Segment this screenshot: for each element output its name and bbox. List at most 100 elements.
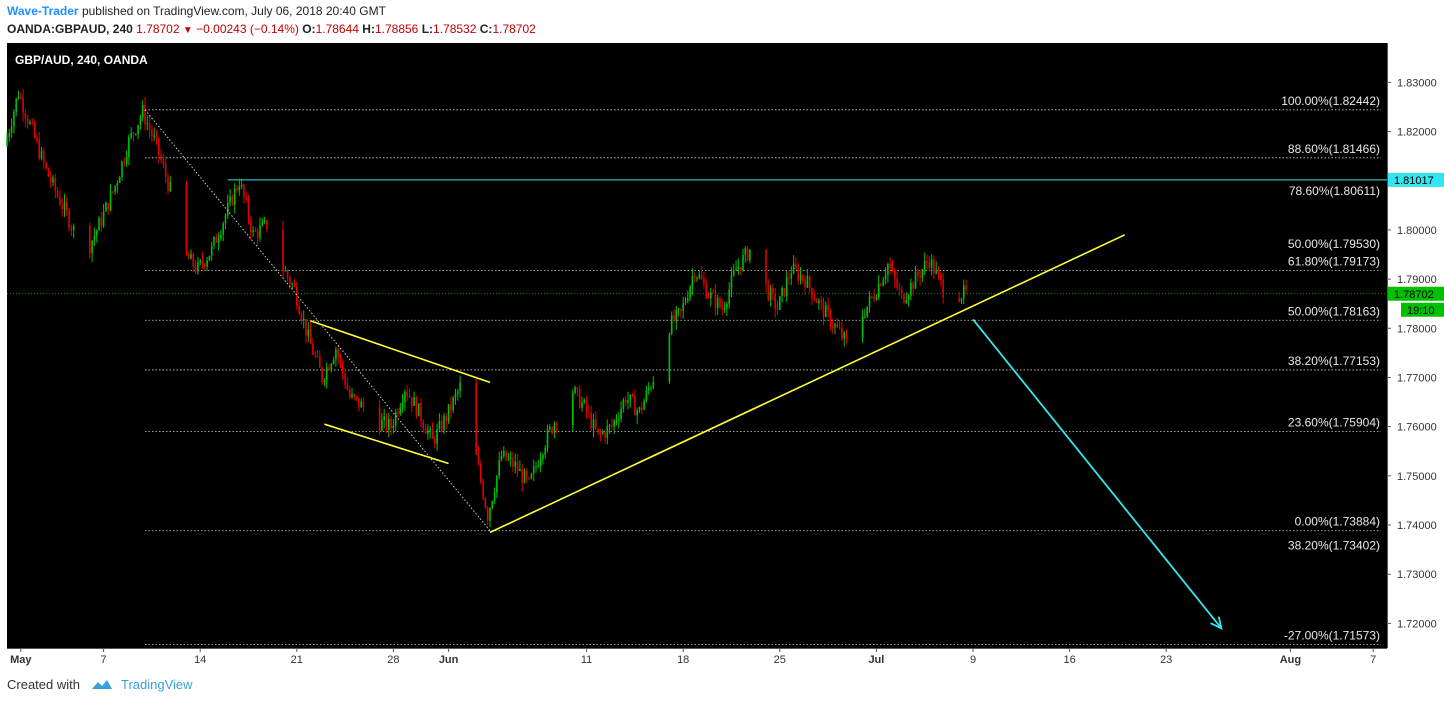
candle-body: [298, 305, 300, 314]
plot-background: [7, 43, 1387, 648]
candle-body: [45, 162, 47, 169]
candle-body: [19, 96, 22, 98]
candle-body: [652, 381, 655, 388]
y-tick-label: 1.78000: [1397, 323, 1437, 335]
candle-body: [353, 393, 356, 397]
x-tick-label: Aug: [1280, 654, 1301, 666]
candle-body: [829, 310, 832, 327]
candle-body: [252, 230, 254, 233]
candle-body: [233, 188, 236, 206]
fib-level-label: 0.00%(1.73884): [1295, 515, 1380, 529]
fib-level-label: 50.00%(1.79530): [1288, 237, 1380, 251]
candle-body: [6, 137, 8, 147]
candle-body: [716, 298, 719, 309]
candle-body: [808, 276, 811, 288]
candle-body: [698, 274, 701, 278]
current-price-tag: [1388, 286, 1444, 301]
candle-body: [535, 466, 537, 468]
candle-body: [588, 411, 590, 413]
candle-body: [362, 401, 365, 408]
candle-body: [838, 327, 841, 329]
low-label: L:: [421, 22, 434, 36]
x-tick-label: May: [10, 654, 32, 666]
candle-body: [392, 425, 395, 429]
candle-body: [332, 359, 335, 364]
candle-body: [259, 225, 261, 238]
candle-body: [484, 498, 487, 509]
candle-body: [608, 425, 611, 427]
candle-body: [404, 391, 406, 403]
candle-body: [709, 292, 712, 299]
candle-body: [164, 164, 167, 177]
x-tick-label: 21: [291, 654, 303, 666]
candle-body: [401, 402, 404, 408]
tradingview-brand[interactable]: TradingView: [121, 677, 193, 692]
candle-body: [325, 367, 328, 381]
candle-body: [323, 380, 326, 382]
candle-body: [668, 333, 671, 382]
candle-body: [778, 296, 781, 310]
candle-body: [316, 355, 319, 357]
candle-body: [643, 400, 645, 410]
candle-body: [900, 289, 903, 295]
candle-body: [797, 268, 800, 281]
candle-body: [845, 332, 848, 339]
candle-body: [314, 354, 317, 356]
candle-body: [339, 356, 342, 362]
candle-body: [302, 318, 305, 321]
author-name[interactable]: Wave-Trader: [7, 4, 79, 18]
candle-body: [65, 202, 68, 211]
candle-body: [898, 287, 901, 290]
candle-body: [454, 393, 457, 398]
candle-body: [781, 287, 783, 297]
candle-body: [102, 211, 105, 227]
candle-body: [137, 125, 139, 134]
candle-body: [732, 270, 735, 275]
candle-body: [36, 137, 38, 140]
fib-level-label: 100.00%(1.82442): [1281, 94, 1380, 108]
candle-body: [921, 269, 924, 278]
candle-body: [594, 419, 597, 429]
candle-body: [440, 421, 443, 431]
candle-body: [231, 195, 234, 206]
candle-body: [125, 157, 128, 163]
candle-body: [247, 199, 250, 220]
candle-body: [638, 407, 641, 410]
projection-arrowhead-icon: [1210, 616, 1223, 630]
x-tick-label: 25: [774, 654, 786, 666]
publish-line: Wave-Trader published on TradingView.com…: [7, 4, 386, 18]
y-tick-label: 1.76000: [1397, 422, 1437, 434]
candle-body: [627, 400, 629, 403]
candle-body: [684, 301, 687, 304]
candle-body: [730, 274, 733, 290]
candle-body: [806, 276, 809, 288]
candle-body: [693, 276, 696, 278]
candle-body: [719, 298, 721, 307]
low-value: 1.78532: [433, 22, 477, 36]
candle-body: [691, 276, 694, 287]
resistance-price-label: 1.81017: [1394, 175, 1434, 187]
candle-body: [514, 461, 517, 467]
candle-body: [341, 361, 344, 374]
candle-body: [877, 283, 880, 298]
candle-body: [712, 292, 714, 294]
created-with-text: Created with: [7, 677, 80, 692]
candle-body: [417, 403, 420, 417]
candle-body: [486, 508, 489, 521]
candle-body: [891, 268, 894, 271]
candle-body: [249, 219, 252, 233]
candle-body: [617, 418, 620, 421]
candle-body: [433, 438, 436, 444]
candle-body: [509, 457, 512, 459]
candle-body: [49, 176, 52, 183]
candle-body: [318, 356, 321, 368]
candle-body: [933, 259, 935, 274]
candle-body: [199, 260, 202, 263]
candle-body: [436, 428, 438, 444]
candle-body: [243, 184, 245, 198]
fib-level-label: 61.80%(1.79173): [1288, 255, 1380, 269]
current-price-label: 1.78702: [1394, 289, 1434, 301]
candle-body: [887, 264, 889, 275]
candle-body: [107, 202, 110, 211]
